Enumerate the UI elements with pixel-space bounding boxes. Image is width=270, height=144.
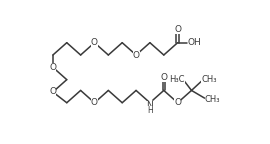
Text: OH: OH [188, 38, 201, 47]
Text: O: O [174, 98, 181, 107]
Text: O: O [49, 63, 56, 72]
Text: O: O [49, 87, 56, 96]
Text: CH₃: CH₃ [205, 95, 220, 104]
Text: H₃C: H₃C [169, 75, 185, 84]
Text: O: O [160, 73, 167, 82]
Text: N: N [147, 101, 153, 110]
Text: CH₃: CH₃ [201, 75, 217, 84]
Text: H: H [147, 106, 153, 115]
Text: O: O [174, 25, 181, 34]
Text: O: O [91, 38, 98, 47]
Text: O: O [133, 51, 140, 59]
Text: O: O [91, 98, 98, 107]
